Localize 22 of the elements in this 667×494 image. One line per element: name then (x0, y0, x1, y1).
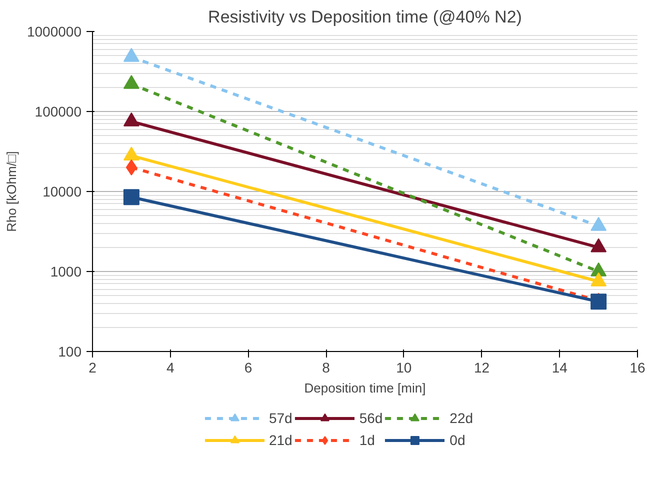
legend-label: 0d (450, 432, 466, 448)
x-tick-label: 4 (166, 360, 174, 376)
y-tick-label: 100 (58, 344, 82, 360)
x-tick-label: 8 (322, 360, 330, 376)
legend-label: 1d (359, 432, 376, 448)
legend-label: 22d (450, 410, 474, 426)
x-tick-label: 10 (396, 360, 412, 376)
legend-label: 21d (268, 432, 292, 448)
y-tick-label: 1000000 (26, 24, 82, 40)
y-tick-label: 10000 (42, 184, 82, 200)
legend-label: 56d (359, 410, 383, 426)
x-axis-title: Deposition time [min] (304, 380, 426, 396)
x-tick-label: 12 (474, 360, 490, 376)
y-tick-label: 1000 (50, 264, 82, 280)
chart-title: Resistivity vs Deposition time (@40% N2) (208, 8, 522, 26)
x-tick-label: 6 (244, 360, 252, 376)
x-tick-label: 2 (88, 360, 97, 376)
x-tick-label: 16 (630, 360, 646, 376)
y-tick-label: 100000 (34, 104, 82, 120)
legend-label: 57d (268, 410, 292, 426)
y-axis-title: Rho [kOhm/□] (4, 151, 19, 232)
x-tick-label: 14 (552, 360, 568, 376)
